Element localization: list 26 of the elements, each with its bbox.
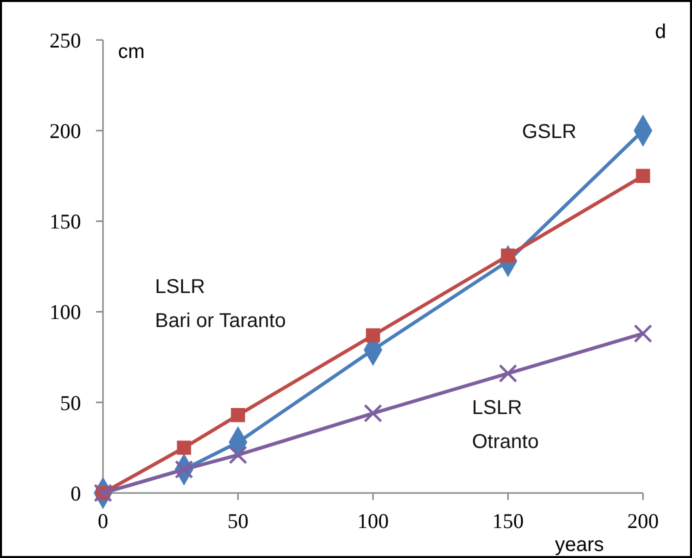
y-tick-label: 150 xyxy=(50,210,81,234)
point xyxy=(366,328,380,342)
point xyxy=(636,168,650,183)
x-tick-label: 50 xyxy=(228,509,248,533)
y-axis-title: cm xyxy=(118,41,145,63)
x-axis-title: years xyxy=(555,534,604,556)
y-tick-label: 250 xyxy=(50,28,81,52)
point xyxy=(498,364,518,383)
series-label: GSLR xyxy=(522,121,576,143)
y-tick-label: 100 xyxy=(50,300,81,324)
point xyxy=(174,460,194,479)
x-tick-label: 200 xyxy=(627,509,659,533)
point xyxy=(364,404,382,423)
x-tick-label: 0 xyxy=(98,509,108,533)
point xyxy=(634,324,652,343)
series-label: LSLR Otranto xyxy=(472,397,539,453)
text: d xyxy=(655,21,666,43)
point xyxy=(230,408,246,422)
y-tick-label: 0 xyxy=(70,481,81,506)
x-tick-label: 150 xyxy=(492,509,524,533)
point xyxy=(176,440,192,455)
text: LSLR Bari or Taranto xyxy=(155,276,286,332)
y-tick-label: 200 xyxy=(50,118,81,143)
point xyxy=(228,446,248,464)
y-tick-label: 50 xyxy=(60,390,81,415)
x-tick-label: 100 xyxy=(357,509,389,533)
